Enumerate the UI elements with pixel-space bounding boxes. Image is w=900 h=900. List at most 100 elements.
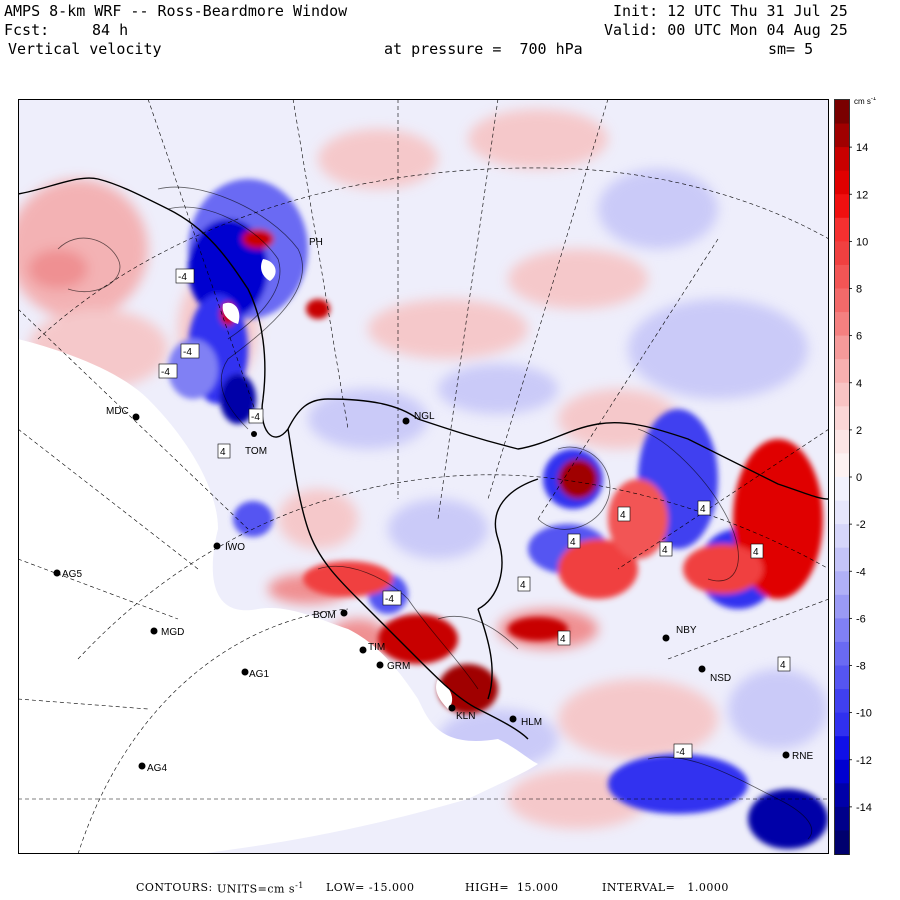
colorbar-tick-label: -2: [856, 519, 866, 531]
contour-label: 4: [659, 541, 673, 557]
colorbar: 14 12 10 8 6 4 2 0 -2 -4 -6 -8 -10 -12 -14 cm s-1: [834, 97, 877, 855]
colorbar-swatch: [835, 712, 849, 737]
colorbar-swatch: [835, 736, 849, 761]
low-value: LOW= -15.000: [326, 881, 415, 894]
high-value: HIGH= 15.000: [465, 881, 559, 894]
station-ngl[interactable]: NGL: [402, 411, 436, 425]
contour-value-labels: -4 -4 -4 -4 -4 4 4 4 4 4 4 4 -4 4 4: [158, 268, 791, 759]
colorbar-swatch: [835, 453, 849, 478]
svg-text:MDC: MDC: [106, 406, 129, 417]
coastline: [18, 177, 829, 740]
station-ag5[interactable]: AG5: [53, 569, 83, 580]
colorbar-tick-label: 4: [856, 378, 862, 390]
contour-label: -4: [180, 343, 200, 359]
svg-text:MGD: MGD: [161, 627, 184, 638]
colorbar-swatch: [835, 194, 849, 219]
svg-text:-4: -4: [251, 412, 260, 423]
graticule: [18, 99, 829, 854]
colorbar-swatch: [835, 524, 849, 549]
svg-text:4: 4: [520, 580, 526, 591]
colorbar-swatch: [835, 288, 849, 313]
colorbar-swatch: [835, 689, 849, 714]
station-mgd[interactable]: MGD: [150, 627, 185, 638]
svg-text:-4: -4: [676, 747, 685, 758]
svg-text:4: 4: [560, 634, 566, 645]
station-tom[interactable]: TOM: [245, 431, 267, 457]
contours-label: CONTOURS:: [136, 881, 213, 894]
svg-text:-4: -4: [178, 272, 187, 283]
svg-text:IWO: IWO: [225, 542, 245, 553]
colorbar-swatch: [835, 594, 849, 619]
station-tim[interactable]: TIM: [359, 642, 386, 654]
colorbar-labels: 14 12 10 8 6 4 2 0 -2 -4 -6 -8 -10 -12 -14: [849, 142, 872, 814]
station-bom[interactable]: BOM: [313, 609, 348, 622]
init-time: Init: 12 UTC Thu 31 Jul 25: [613, 2, 848, 20]
interval-value: INTERVAL= 1.0000: [602, 881, 729, 894]
svg-text:4: 4: [570, 537, 576, 548]
colorbar-swatch: [835, 217, 849, 242]
contour-label: -4: [248, 408, 264, 424]
svg-text:TIM: TIM: [368, 642, 385, 653]
station-nby[interactable]: NBY: [662, 625, 697, 642]
contour-label: 4: [697, 500, 711, 516]
vertical-velocity-map: MDC NGL IWO AG5 MGD AG1: [18, 99, 829, 854]
colorbar-tick-label: 2: [856, 425, 862, 437]
svg-text:4: 4: [620, 510, 626, 521]
station-iwo[interactable]: IWO: [213, 542, 246, 553]
colorbar-swatch: [835, 264, 849, 289]
svg-text:4: 4: [700, 504, 706, 515]
station-kln[interactable]: KLN: [448, 704, 476, 723]
station-nsd[interactable]: NSD: [698, 665, 732, 685]
colorbar-swatch: [835, 147, 849, 172]
colorbar-swatch: [835, 123, 849, 148]
station-ag4[interactable]: AG4: [138, 762, 168, 775]
stations: MDC NGL IWO AG5 MGD AG1: [53, 237, 814, 775]
contour-label: -4: [382, 590, 402, 606]
svg-text:-4: -4: [183, 347, 192, 358]
contour-label: 4: [777, 656, 791, 672]
svg-text:-4: -4: [385, 594, 394, 605]
colorbar-swatch: [835, 665, 849, 690]
colorbar-swatch: [835, 618, 849, 643]
colorbar-swatch: [835, 783, 849, 808]
colorbar-swatch: [835, 382, 849, 407]
colorbar-swatch: [835, 547, 849, 572]
colorbar-tick-label: -6: [856, 613, 866, 625]
svg-text:PH: PH: [309, 237, 323, 248]
colorbar-tick-label: -10: [856, 708, 872, 720]
station-mdc[interactable]: MDC: [106, 406, 140, 421]
station-ag1[interactable]: AG1: [241, 668, 270, 681]
colorbar-tick-label: 0: [856, 472, 862, 484]
colorbar-tick-label: 10: [856, 236, 868, 248]
station-rne[interactable]: RNE: [782, 751, 814, 762]
colorbar-tick-label: 14: [856, 142, 868, 154]
colorbar-swatches: [835, 100, 849, 855]
field-name: Vertical velocity: [8, 40, 162, 58]
svg-text:TOM: TOM: [245, 446, 267, 457]
svg-text:GRM: GRM: [387, 661, 410, 672]
svg-text:HLM: HLM: [521, 717, 542, 728]
colorbar-swatch: [835, 241, 849, 266]
svg-text:AG1: AG1: [249, 669, 269, 680]
colorbar-tick-label: 12: [856, 189, 868, 201]
colorbar-tick-label: 6: [856, 331, 862, 343]
svg-text:NGL: NGL: [414, 411, 435, 422]
colorbar-tick-label: 8: [856, 284, 862, 296]
colorbar-tick-label: -12: [856, 755, 872, 767]
contour-label: 4: [617, 506, 631, 522]
colorbar-swatch: [835, 100, 849, 125]
svg-text:AG4: AG4: [147, 763, 167, 774]
contour-label: 4: [217, 443, 231, 459]
svg-text:4: 4: [780, 660, 786, 671]
colorbar-tick-label: -4: [856, 566, 866, 578]
station-grm[interactable]: GRM: [376, 661, 411, 672]
svg-text:RNE: RNE: [792, 751, 813, 762]
colorbar-tick-label: -14: [856, 802, 872, 814]
station-ph[interactable]: PH: [309, 237, 323, 248]
svg-text:BOM: BOM: [313, 610, 336, 621]
svg-text:4: 4: [662, 545, 668, 556]
contour-label: 4: [567, 533, 581, 549]
colorbar-swatch: [835, 830, 849, 855]
station-hlm[interactable]: HLM: [509, 715, 543, 729]
map-title: AMPS 8-km WRF -- Ross-Beardmore Window: [4, 2, 348, 20]
